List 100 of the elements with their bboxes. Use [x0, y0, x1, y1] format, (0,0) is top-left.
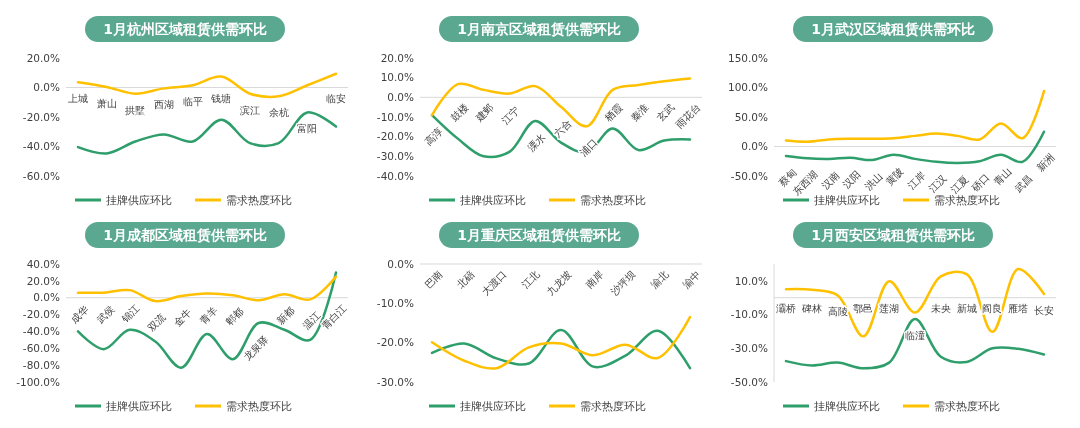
chart-title: 1月西安区域租赁供需环比 — [811, 227, 975, 243]
x-tick-label: 龙泉驿 — [241, 333, 271, 363]
x-tick-label: 双流 — [145, 311, 168, 334]
x-tick-label: 成华 — [68, 303, 91, 326]
y-tick-label: 20.0% — [26, 51, 61, 64]
y-tick-label: -20.0% — [22, 110, 61, 123]
x-tick-label: 江夏 — [948, 173, 971, 196]
chart-title: 1月武汉区域租赁供需环比 — [811, 21, 975, 37]
x-tick-label: 栖霞 — [602, 101, 625, 125]
y-tick-label: 20.0% — [26, 274, 61, 287]
y-tick-label: 0.0% — [33, 81, 61, 94]
y-tick-label: -30.0% — [730, 341, 769, 354]
x-tick-label: 汉南 — [819, 169, 842, 192]
legend-label: 挂牌供应环比 — [460, 193, 526, 206]
x-tick-label: 郫都 — [223, 305, 246, 328]
y-tick-label: -50.0% — [730, 169, 769, 182]
x-tick-label: 武昌 — [1012, 172, 1035, 195]
x-tick-label: 灞桥 — [776, 302, 796, 314]
legend-label: 需求热度环比 — [934, 399, 1000, 412]
x-tick-label: 洪山 — [862, 170, 885, 193]
x-tick-label: 上城 — [68, 93, 88, 105]
x-tick-label: 江汉 — [926, 172, 949, 195]
x-tick-label: 高淳 — [422, 125, 445, 148]
x-tick-label: 萧山 — [96, 97, 117, 109]
y-tick-label: -60.0% — [22, 169, 61, 182]
y-tick-label: -30.0% — [376, 150, 415, 163]
x-tick-label: 雁塔 — [1008, 302, 1029, 314]
legend-label: 需求热度环比 — [226, 193, 292, 206]
line-series — [430, 328, 692, 370]
legend-label: 挂牌供应环比 — [460, 399, 526, 412]
x-tick-label: 鼓楼 — [448, 101, 471, 124]
x-tick-label: 江北 — [519, 268, 542, 291]
x-tick-label: 新都 — [274, 304, 297, 327]
x-tick-label: 莲湖 — [879, 302, 900, 314]
x-tick-label: 北碚 — [454, 268, 477, 291]
y-tick-label: 40.0% — [26, 257, 61, 270]
line-series — [430, 315, 692, 370]
x-tick-label: 大渡口 — [479, 268, 509, 298]
y-tick-label: 10.0% — [734, 274, 769, 287]
y-tick-label: -50.0% — [730, 375, 769, 388]
line-series — [784, 89, 1046, 144]
y-tick-label: 0.0% — [33, 291, 61, 304]
y-tick-label: -60.0% — [22, 341, 61, 354]
y-tick-label: 0.0% — [741, 140, 769, 153]
y-tick-label: 0.0% — [387, 91, 415, 104]
y-tick-label: -10.0% — [730, 308, 769, 321]
y-tick-label: -80.0% — [22, 358, 61, 371]
y-tick-label: -100.0% — [16, 375, 61, 388]
y-tick-label: -10.0% — [376, 110, 415, 123]
x-tick-label: 硚口 — [969, 171, 992, 195]
y-tick-label: -20.0% — [22, 308, 61, 321]
x-tick-label: 新洲 — [1034, 151, 1057, 174]
x-tick-label: 九龙坡 — [544, 268, 574, 298]
y-tick-label: 50.0% — [734, 110, 769, 123]
y-tick-label: 20.0% — [380, 51, 415, 64]
y-tick-label: 0.0% — [387, 257, 415, 270]
x-tick-label: 青羊 — [197, 304, 220, 327]
y-tick-label: -40.0% — [376, 169, 415, 182]
x-tick-label: 温江 — [300, 309, 323, 332]
x-tick-label: 江宁 — [499, 104, 522, 127]
x-tick-label: 富阳 — [297, 123, 318, 135]
chart-title: 1月杭州区域租赁供需环比 — [103, 21, 267, 37]
x-tick-label: 六合 — [551, 117, 574, 140]
x-tick-label: 余杭 — [268, 107, 289, 119]
x-tick-label: 沙坪坝 — [608, 268, 638, 298]
x-tick-label: 滨江 — [240, 104, 260, 116]
legend-label: 挂牌供应环比 — [814, 399, 880, 412]
legend-label: 需求热度环比 — [226, 399, 292, 412]
x-tick-label: 南岸 — [583, 268, 606, 291]
x-tick-label: 江岸 — [905, 169, 928, 192]
x-tick-label: 建邺 — [473, 101, 496, 125]
legend-label: 需求热度环比 — [580, 399, 646, 412]
x-tick-label: 高陵 — [827, 306, 848, 318]
line-series — [76, 275, 338, 303]
x-tick-label: 青山 — [991, 165, 1014, 188]
x-tick-label: 秦淮 — [628, 101, 651, 124]
legend-label: 挂牌供应环比 — [814, 193, 880, 206]
y-tick-label: -40.0% — [22, 325, 61, 338]
y-tick-label: 100.0% — [727, 81, 769, 94]
x-tick-label: 鄠邑 — [853, 302, 874, 314]
y-tick-label: -30.0% — [376, 375, 415, 388]
y-tick-label: -40.0% — [22, 140, 61, 153]
y-tick-label: -20.0% — [376, 130, 415, 143]
x-tick-label: 临平 — [182, 96, 203, 108]
chart-title: 1月成都区域租赁供需环比 — [103, 227, 267, 243]
x-tick-label: 临安 — [326, 92, 346, 104]
x-tick-label: 未央 — [930, 302, 951, 314]
x-tick-label: 巴南 — [422, 268, 445, 291]
y-tick-label: -10.0% — [376, 297, 415, 310]
x-tick-label: 西湖 — [154, 99, 174, 111]
x-tick-label: 钱塘 — [210, 92, 232, 104]
x-tick-label: 碑林 — [800, 302, 822, 314]
chart-title: 1月重庆区域租赁供需环比 — [457, 227, 621, 243]
x-tick-label: 武侯 — [94, 303, 117, 326]
x-tick-label: 溧水 — [525, 131, 548, 154]
legend-label: 需求热度环比 — [934, 193, 1000, 206]
x-tick-label: 浦口 — [577, 136, 600, 159]
legend-label: 挂牌供应环比 — [106, 399, 172, 412]
legend-label: 挂牌供应环比 — [106, 193, 172, 206]
y-tick-label: 10.0% — [380, 71, 415, 84]
